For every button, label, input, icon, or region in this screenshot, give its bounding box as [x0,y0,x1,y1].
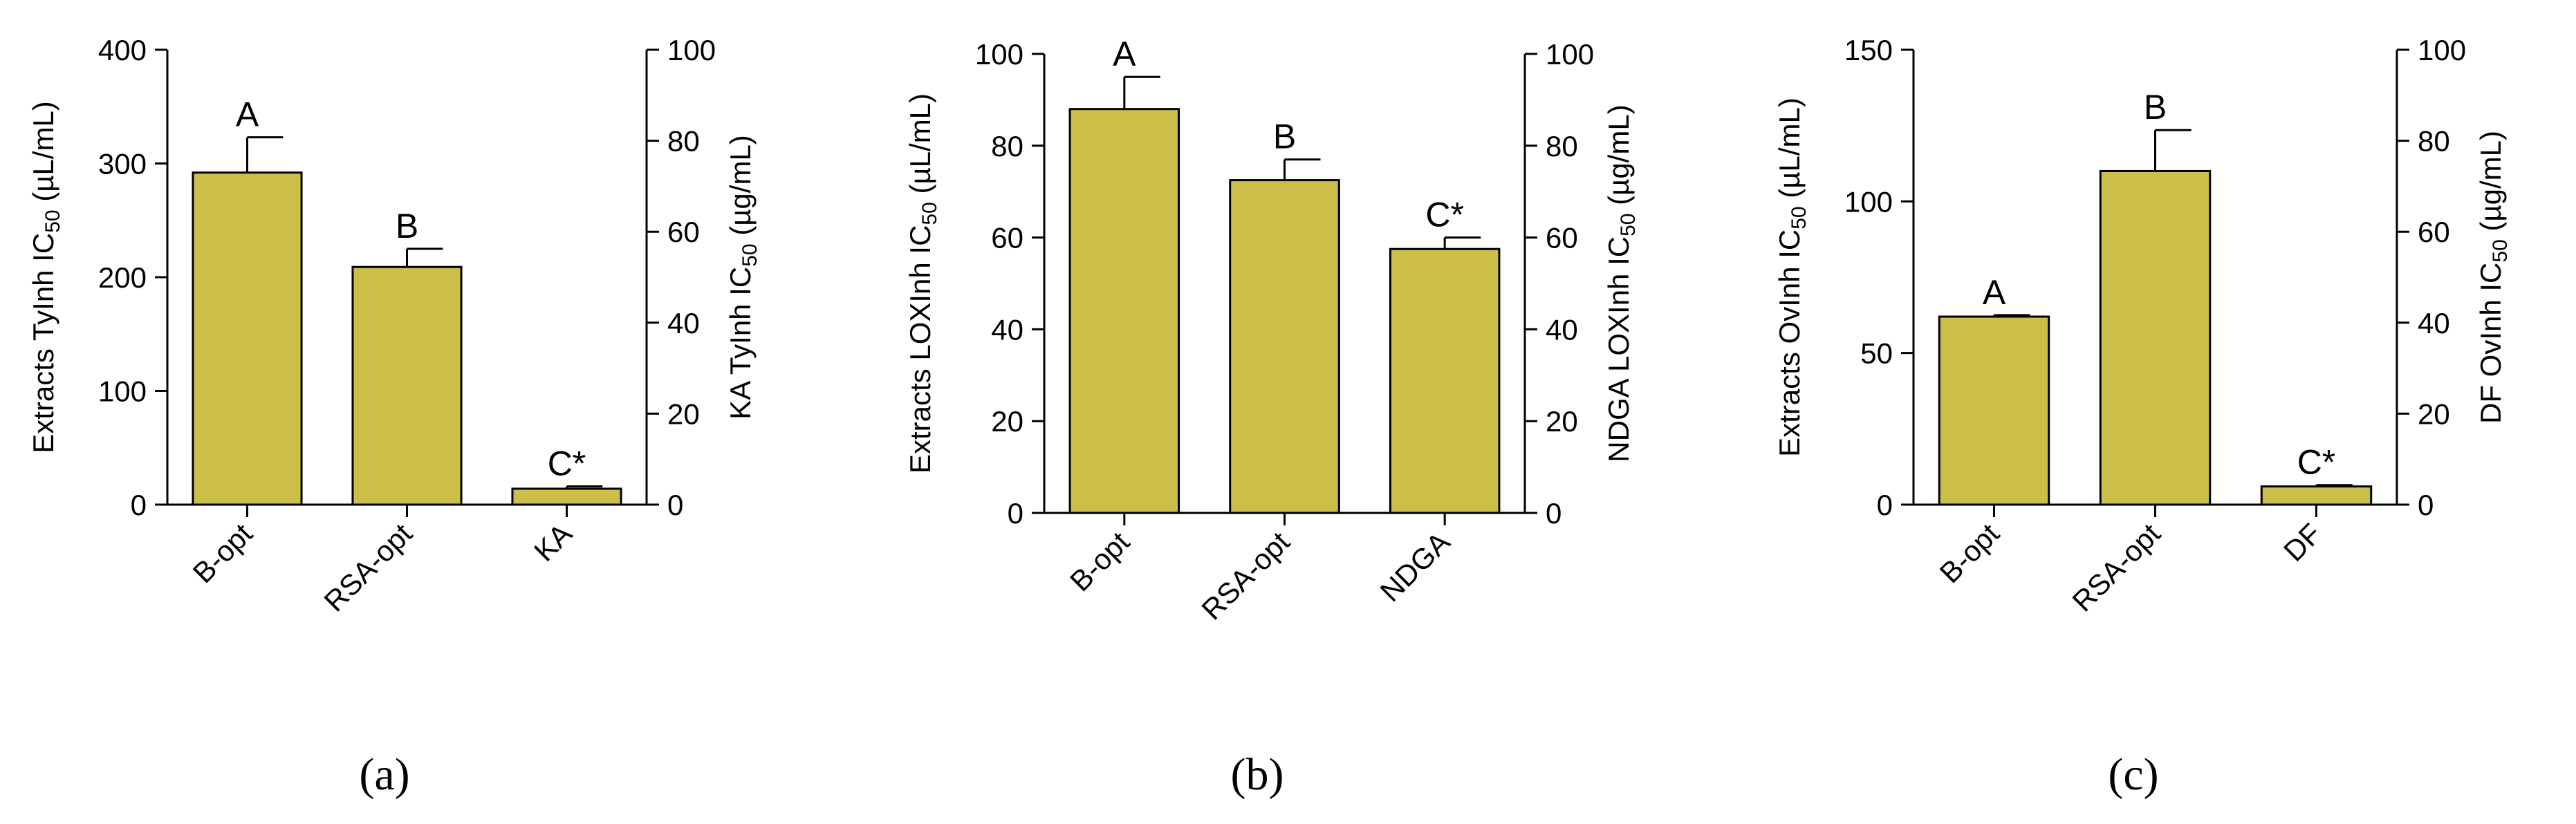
right-axis-title-unit: (µg/mL) [2474,131,2507,239]
right-tick-label: 100 [667,34,716,66]
right-tick-label: 40 [667,307,700,339]
right-tick-label: 40 [2418,307,2450,339]
right-axis-title-text: DF OvInh IC [2474,263,2507,424]
right-tick-label: 100 [1546,38,1594,71]
right-tick-label: 80 [1546,130,1578,162]
right-axis-title-text: NDGA LOXInh IC [1602,236,1635,462]
significance-label: A [1983,273,2006,312]
right-tick-label: 0 [1546,497,1562,530]
significance-label: B [396,207,418,245]
bar-b-opt [192,171,303,506]
x-category-label: B-opt [1934,517,2005,589]
left-axis-title-unit: (µL/mL) [1773,97,1806,206]
bar-ndga [1389,247,1501,514]
right-tick-label: 20 [1546,405,1578,438]
bar-ka [511,487,622,506]
left-axis-title: Extracts TyInh IC50 (µL/mL) [27,101,64,453]
right-axis-title: NDGA LOXInh IC50 (µg/mL) [1602,104,1640,462]
right-tick-label: 20 [667,397,700,430]
left-axis-title-text: Extracts LOXInh IC [904,225,936,474]
right-axis-title-unit: (µg/mL) [724,135,757,243]
left-axis-title-text: Extracts TyInh IC [27,233,59,453]
panel-caption: (a) [359,749,409,800]
right-tick-label: 0 [2418,489,2434,521]
x-category-label: RSA-opt [1195,525,1296,626]
x-category-label: RSA-opt [2066,517,2167,618]
left-tick-label: 400 [98,34,147,66]
left-tick-label: 200 [98,261,147,294]
left-tick-label: 100 [98,375,147,408]
right-tick-label: 0 [667,489,683,521]
right-tick-label: 60 [1546,222,1578,254]
left-tick-label: 50 [1860,337,1893,370]
left-axis-title-text: Extracts OvInh IC [1773,230,1806,457]
right-tick-label: 60 [2418,216,2450,248]
bar-rsa-opt [1229,179,1340,514]
significance-label: A [236,95,259,134]
right-axis-title-unit: (µg/mL) [1602,104,1635,213]
significance-label: C* [1425,196,1464,234]
right-axis-title-subscript: 50 [2489,239,2512,262]
right-axis-title: DF OvInh IC50 (µg/mL) [2474,131,2512,424]
panel-a: 0 100 200 300 400 0 20 40 60 80 100 A B-opt B RSA-opt C… [27,34,761,800]
right-axis-title-text: KA TyInh IC [724,267,757,420]
right-tick-label: 20 [2418,397,2450,430]
x-category-label: KA [528,517,578,568]
left-axis-title-subscript: 50 [1788,206,1810,229]
left-tick-label: 300 [98,148,147,180]
right-tick-label: 80 [2418,125,2450,158]
bar-b-opt [1938,315,2050,506]
left-axis-title: Extracts LOXInh IC50 (µL/mL) [904,93,941,474]
right-tick-label: 80 [667,125,700,158]
left-tick-label: 150 [1844,34,1893,66]
panel-caption: (c) [2108,749,2158,800]
bar-b-opt [1068,108,1180,514]
panel-c: 0 50 100 150 0 20 40 60 80 100 A B-opt B RSA-opt C* DF E… [1773,34,2512,800]
left-tick-label: 0 [1877,489,1893,521]
left-tick-label: 20 [991,405,1023,438]
right-tick-label: 40 [1546,313,1578,346]
right-tick-label: 60 [667,216,700,248]
significance-label: A [1113,35,1136,73]
panel-caption: (b) [1231,749,1284,800]
left-axis-title-unit: (µL/mL) [27,101,59,209]
left-tick-label: 40 [991,313,1023,346]
bar-rsa-opt [351,265,463,506]
left-tick-label: 80 [991,130,1023,162]
right-axis-title-subscript: 50 [1617,214,1640,236]
significance-label: B [1273,118,1296,156]
significance-label: B [2144,88,2167,127]
right-tick-label: 100 [2418,34,2466,66]
x-category-label: B-opt [187,517,259,589]
left-tick-label: 60 [991,222,1023,254]
left-tick-label: 0 [1008,497,1023,530]
left-axis-title-unit: (µL/mL) [904,93,936,202]
left-axis-title-subscript: 50 [41,209,64,232]
right-axis-title: KA TyInh IC50 (µg/mL) [724,135,761,420]
bar-df [2260,485,2373,506]
x-category-label: NDGA [1373,525,1456,608]
left-tick-label: 0 [131,489,147,521]
bar-rsa-opt [2099,169,2212,506]
left-tick-label: 100 [1844,185,1893,218]
left-axis-title-subscript: 50 [918,202,941,225]
left-tick-label: 100 [975,38,1023,71]
left-axis-title: Extracts OvInh IC50 (µL/mL) [1773,97,1810,457]
panel-b: 0 20 40 60 80 100 0 20 40 60 80 100 A B-opt B RSA-opt C*… [904,35,1640,800]
x-category-label: B-opt [1064,525,1136,597]
x-category-label: DF [2277,517,2328,568]
x-category-label: RSA-opt [317,517,418,618]
significance-label: C* [548,444,586,483]
significance-label: C* [2297,443,2336,482]
right-axis-title-subscript: 50 [739,243,761,266]
